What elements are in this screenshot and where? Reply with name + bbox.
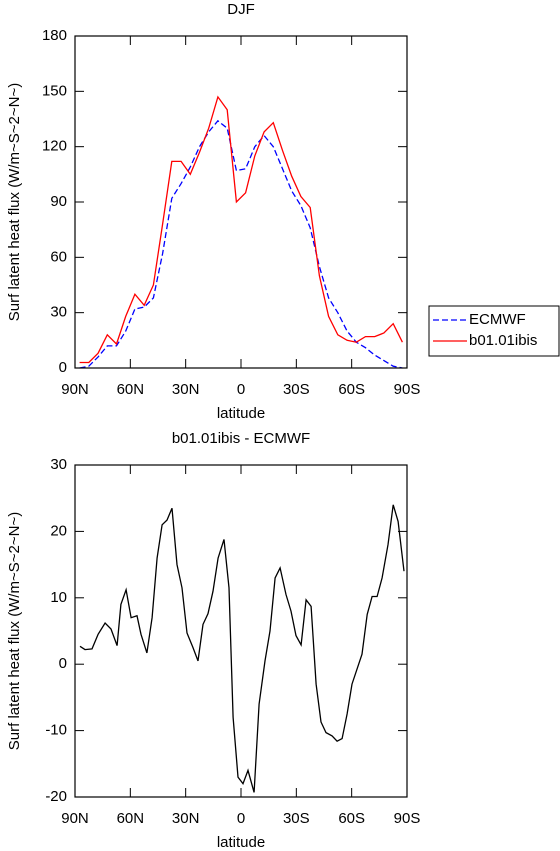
x-tick-label: 90N — [61, 381, 89, 398]
x-tick-label: 60N — [117, 381, 145, 398]
y-axis-label: Surf latent heat flux (W/m~S~2~N~) — [6, 512, 23, 750]
y-tick-label: 30 — [50, 456, 67, 473]
x-tick-label: 0 — [237, 810, 245, 827]
x-axis-label: latitude — [217, 834, 265, 851]
plot-frame — [74, 464, 408, 798]
data-line — [79, 95, 403, 364]
data-line — [79, 504, 405, 793]
y-tick-label: 10 — [50, 589, 67, 606]
x-tick-label: 30N — [172, 810, 200, 827]
x-tick-label: 60S — [338, 381, 365, 398]
x-tick-label: 30S — [283, 810, 310, 827]
legend-box — [428, 305, 560, 357]
x-tick-label: 90S — [394, 810, 421, 827]
y-tick-label: 0 — [59, 655, 67, 672]
y-tick-label: -20 — [45, 788, 67, 805]
y-tick-label: 30 — [50, 304, 67, 321]
legend-label: b01.01ibis — [469, 332, 537, 349]
y-tick-label: 180 — [42, 27, 67, 44]
x-tick-label: 0 — [237, 381, 245, 398]
y-tick-label: 90 — [50, 193, 67, 210]
x-axis-label: latitude — [217, 405, 265, 422]
chart-title: DJF — [227, 1, 255, 18]
y-tick-label: 60 — [50, 248, 67, 265]
y-tick-label: 150 — [42, 82, 67, 99]
y-axis-label: Surf latent heat flux (W/m~S~2~N~) — [6, 83, 23, 321]
y-tick-label: 20 — [50, 522, 67, 539]
x-tick-label: 90N — [61, 810, 89, 827]
chart-title: b01.01ibis - ECMWF — [172, 430, 310, 447]
x-tick-label: 60S — [338, 810, 365, 827]
x-tick-label: 60N — [117, 810, 145, 827]
x-tick-label: 90S — [394, 381, 421, 398]
y-tick-label: 120 — [42, 138, 67, 155]
y-tick-label: -10 — [45, 722, 67, 739]
data-line — [79, 119, 403, 369]
x-tick-label: 30S — [283, 381, 310, 398]
legend-label: ECMWF — [469, 311, 526, 328]
plot-frame — [74, 35, 408, 369]
y-tick-label: 0 — [59, 359, 67, 376]
x-tick-label: 30N — [172, 381, 200, 398]
